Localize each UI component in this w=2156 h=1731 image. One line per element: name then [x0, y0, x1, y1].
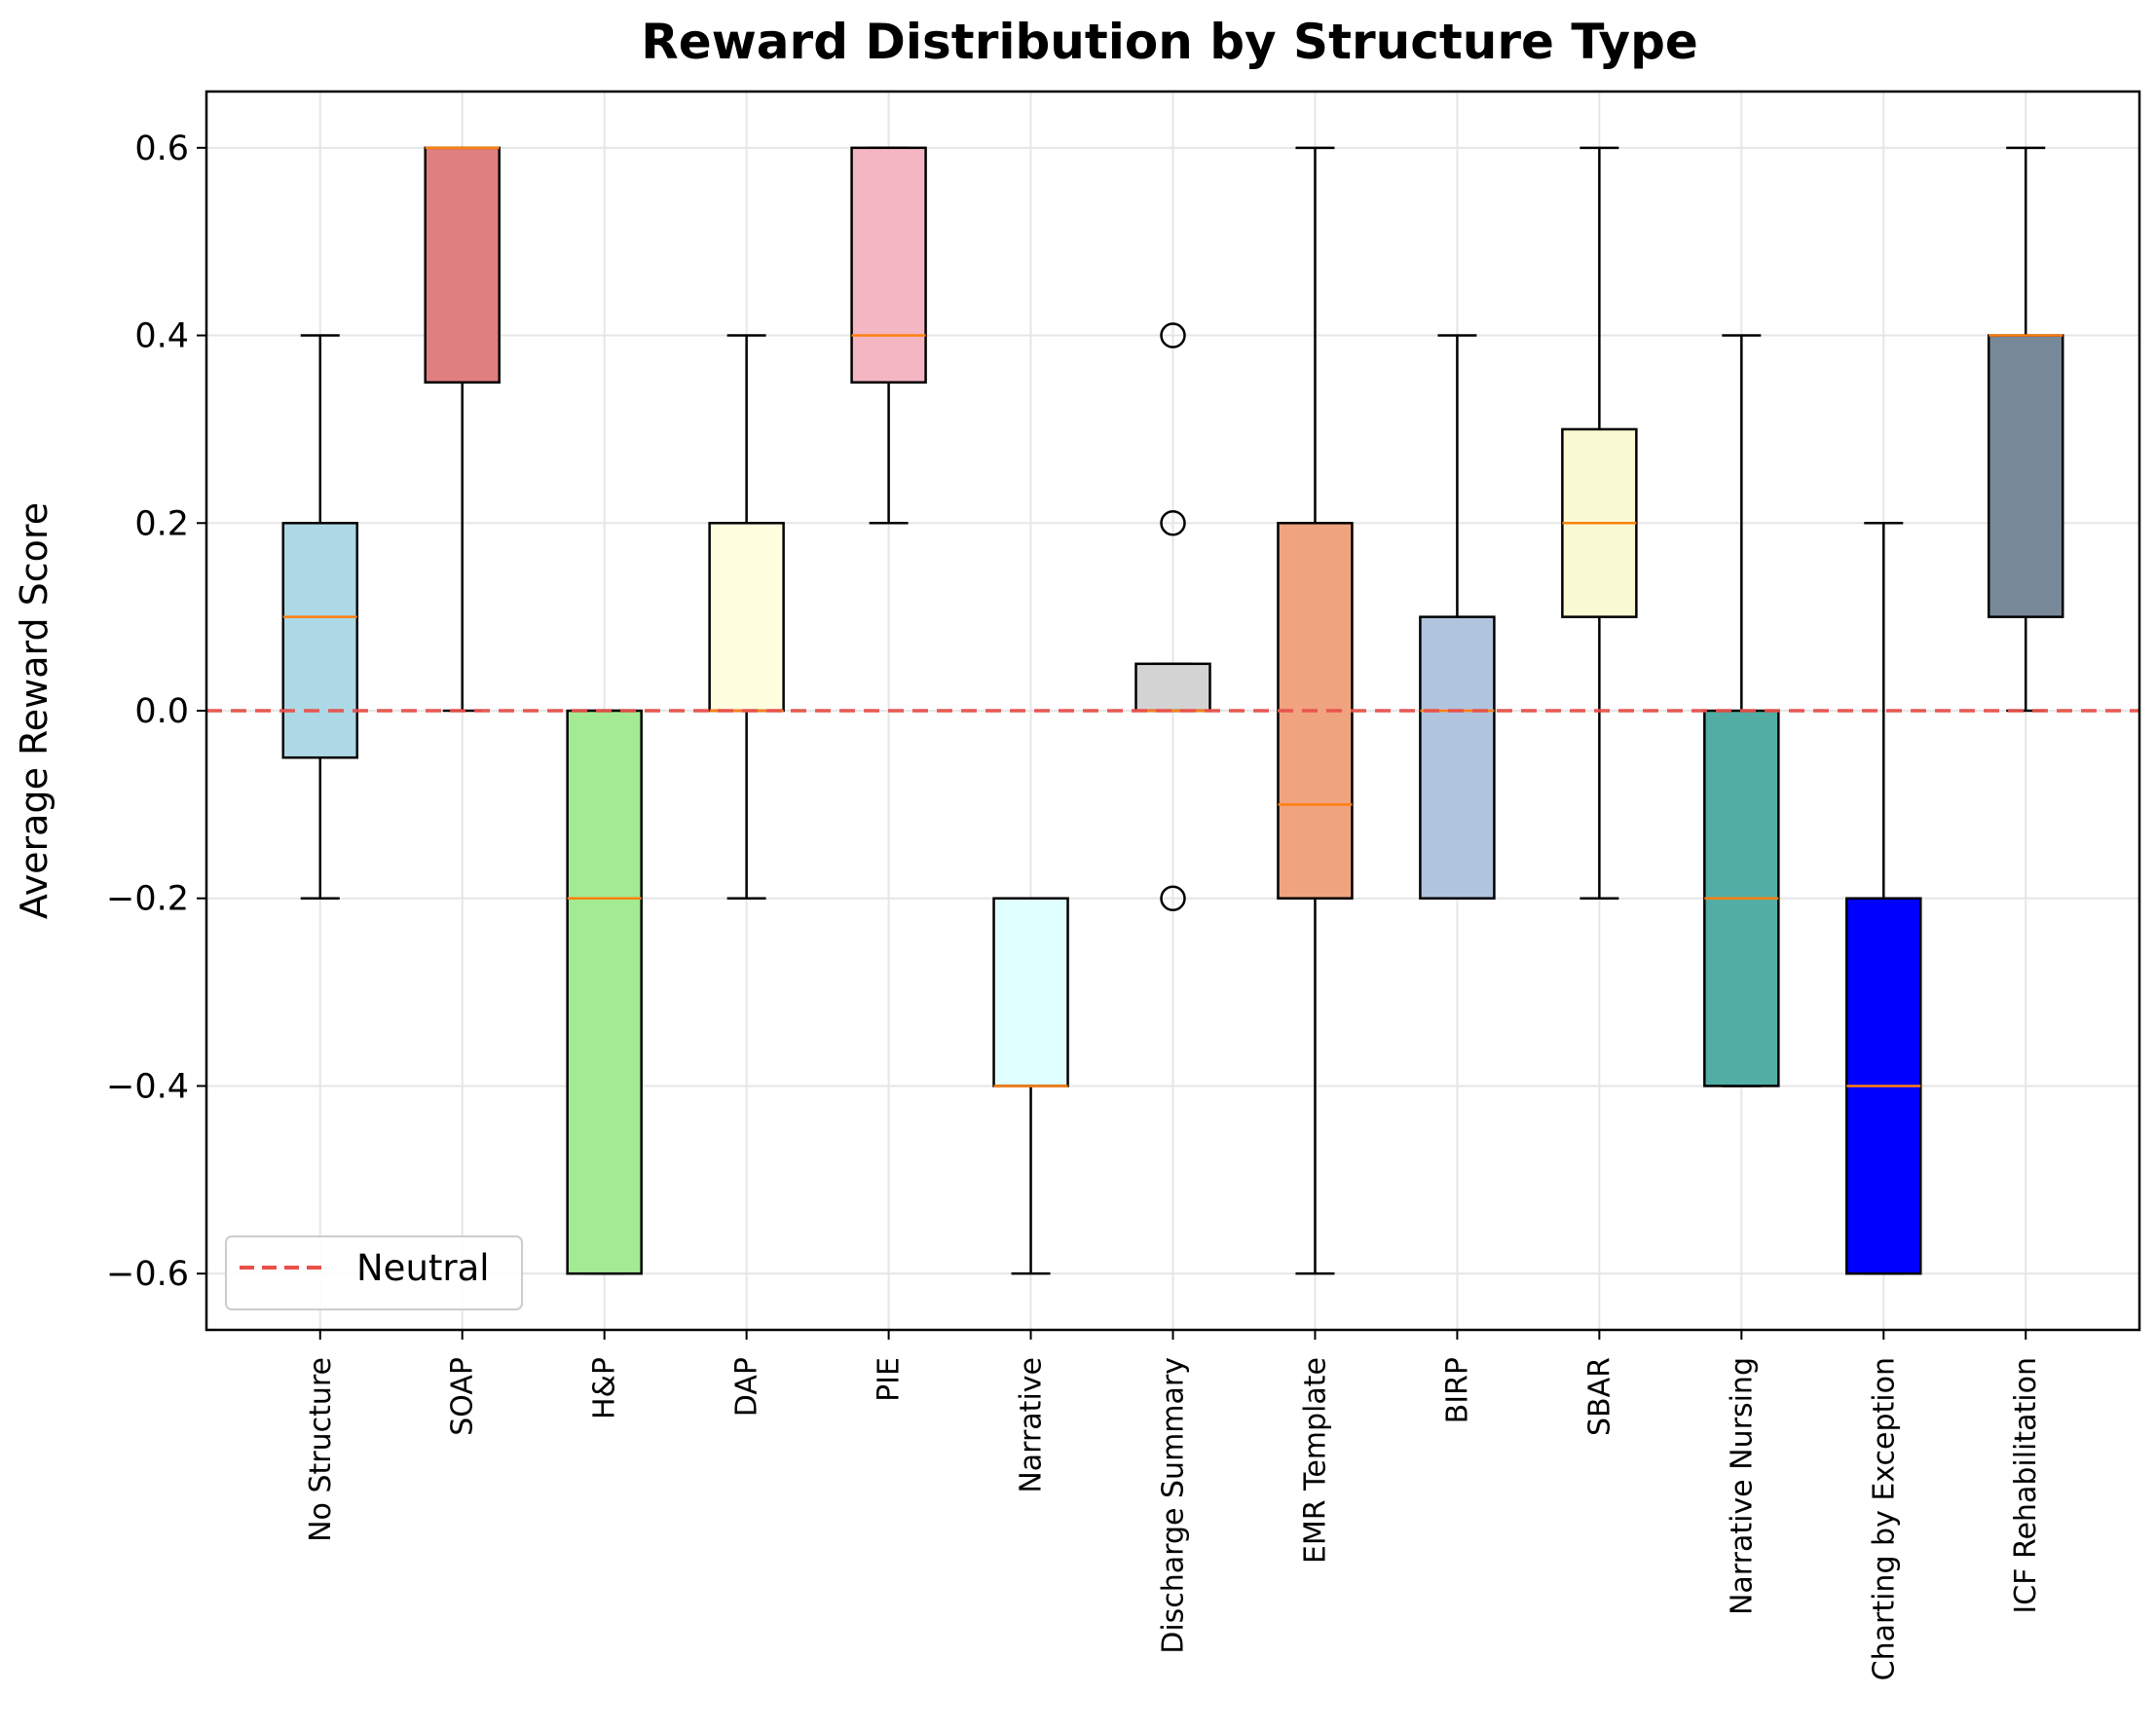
x-tick-label: No Structure	[304, 1357, 338, 1542]
y-axis-label: Average Reward Score	[13, 502, 56, 919]
box-iqr	[1419, 615, 1496, 900]
box-group	[1419, 334, 1496, 900]
x-tick-label: BIRP	[1440, 1357, 1474, 1423]
box-group	[1561, 146, 1638, 900]
box-iqr	[424, 146, 501, 384]
y-tick-label: 0.4	[134, 317, 189, 356]
box-group	[850, 146, 927, 525]
y-tick-label: −0.2	[106, 880, 189, 919]
box-iqr	[281, 522, 359, 759]
outlier-point	[1160, 885, 1186, 911]
legend-box	[225, 1235, 523, 1310]
chart-title: Reward Distribution by Structure Type	[641, 14, 1698, 70]
x-tick-label: Charting by Exception	[1867, 1357, 1901, 1680]
box-group	[708, 334, 785, 900]
box-group	[1703, 334, 1780, 1087]
box-group	[1134, 322, 1211, 911]
x-tick-label: Narrative Nursing	[1725, 1357, 1759, 1615]
box-group	[1987, 146, 2064, 713]
x-tick-label: DAP	[730, 1357, 764, 1417]
box-iqr	[1134, 662, 1211, 713]
x-tick-label: EMR Template	[1298, 1357, 1332, 1564]
box-iqr	[708, 522, 785, 713]
box-group	[1845, 522, 1922, 1275]
y-axis-ticks: −0.6 −0.4 −0.2 0.0 0.2 0.4 0.6	[106, 129, 206, 1294]
y-tick-label: −0.6	[106, 1255, 189, 1294]
outlier-point	[1160, 322, 1186, 349]
box-group	[281, 334, 359, 900]
box-iqr	[1987, 334, 2064, 618]
box-group	[566, 709, 643, 1275]
box-group	[992, 897, 1069, 1275]
legend: Neutral	[225, 1235, 523, 1310]
y-tick-label: 0.2	[134, 504, 189, 543]
y-tick-label: 0.6	[134, 129, 189, 168]
outlier-point	[1160, 510, 1186, 536]
box-iqr	[850, 146, 927, 384]
y-tick-label: −0.4	[106, 1067, 189, 1106]
x-tick-label: SOAP	[446, 1357, 480, 1436]
x-tick-label: Discharge Summary	[1157, 1357, 1191, 1654]
box-iqr	[992, 897, 1069, 1087]
box-group	[424, 146, 501, 713]
legend-neutral-label: Neutral	[356, 1247, 490, 1289]
x-tick-label: SBAR	[1582, 1357, 1617, 1436]
x-axis-ticks: No Structure SOAP H&P DAP PIE Narrative Discha…	[304, 1330, 2043, 1680]
x-tick-label: ICF Rehabilitation	[2009, 1357, 2043, 1614]
box-iqr	[566, 709, 643, 1275]
x-tick-label: PIE	[873, 1357, 907, 1402]
x-tick-label: H&P	[588, 1357, 622, 1419]
y-tick-label: 0.0	[134, 692, 189, 731]
x-tick-label: Narrative	[1015, 1357, 1049, 1493]
box-series	[281, 146, 2064, 1275]
